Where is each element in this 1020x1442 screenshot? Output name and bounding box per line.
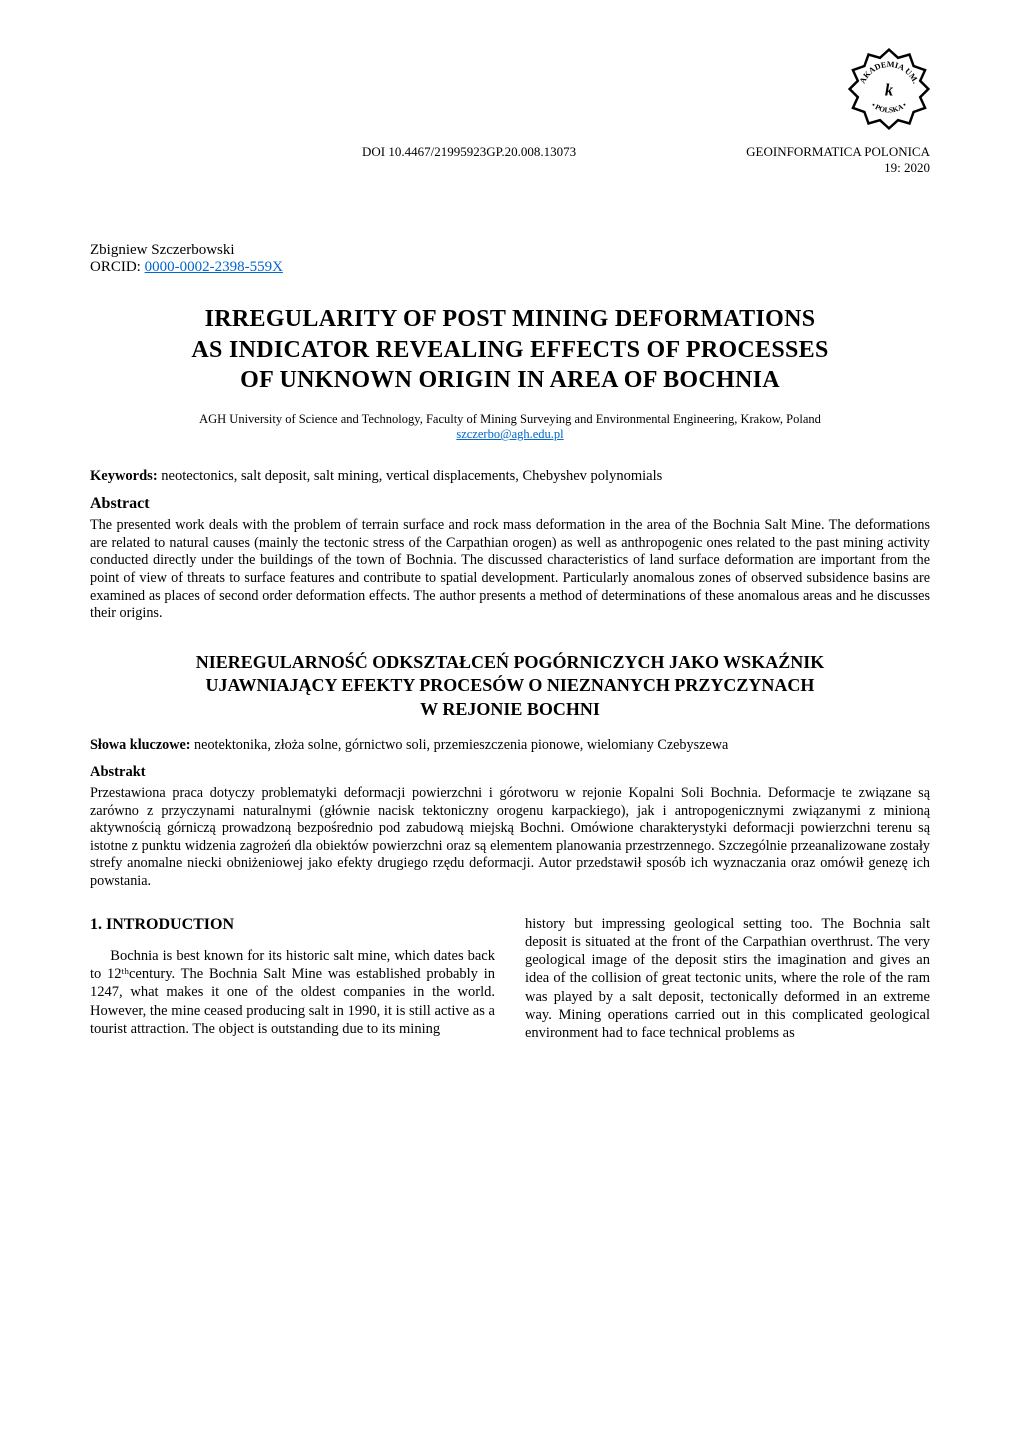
intro-columns: 1. INTRODUCTION Bochnia is best known fo… — [90, 915, 930, 1043]
publisher-seal-icon: AKADEMIA UM. • POLSKA • k — [848, 48, 930, 130]
orcid-link[interactable]: 0000-0002-2398-559X — [145, 259, 283, 275]
author-block: Zbigniew Szczerbowski ORCID: 0000-0002-2… — [90, 242, 930, 276]
author-name: Zbigniew Szczerbowski — [90, 242, 930, 259]
header: AKADEMIA UM. • POLSKA • k DOI 10.4467/21… — [90, 48, 930, 158]
author-orcid: ORCID: 0000-0002-2398-559X — [90, 259, 930, 276]
title-en: IRREGULARITY OF POST MINING DEFORMATIONS… — [90, 304, 930, 396]
volume-year: 19: 2020 — [884, 160, 930, 176]
title-pl-line: W REJONIE BOCHNI — [420, 699, 600, 719]
title-pl-line: NIEREGULARNOŚĆ ODKSZTAŁCEŃ POGÓRNICZYCH … — [196, 652, 824, 672]
keywords-label: Keywords: — [90, 468, 158, 484]
journal-name: GEOINFORMATICA POLONICA — [746, 144, 930, 160]
abstract-en-heading: Abstract — [90, 495, 930, 513]
abstract-pl-body: Przestawiona praca dotyczy problematyki … — [90, 785, 930, 891]
affiliation: AGH University of Science and Technology… — [90, 412, 930, 442]
doi-line: DOI 10.4467/21995923GP.20.008.13073 GEOI… — [90, 144, 930, 176]
abstract-pl-heading: Abstrakt — [90, 764, 930, 781]
abstract-en-body: The presented work deals with the proble… — [90, 517, 930, 623]
author-email-link[interactable]: szczerbo@agh.edu.pl — [456, 427, 563, 441]
intro-col-right: history but impressing geological settin… — [525, 915, 930, 1043]
keywords-pl-text: neotektonika, złoża solne, górnictwo sol… — [191, 737, 729, 753]
doi-text: DOI 10.4467/21995923GP.20.008.13073 — [362, 144, 576, 160]
page: AKADEMIA UM. • POLSKA • k DOI 10.4467/21… — [0, 0, 1020, 1442]
keywords-text: neotectonics, salt deposit, salt mining,… — [158, 468, 663, 484]
title-pl: NIEREGULARNOŚĆ ODKSZTAŁCEŃ POGÓRNICZYCH … — [90, 651, 930, 721]
svg-text:k: k — [885, 81, 894, 100]
intro-col-left: 1. INTRODUCTION Bochnia is best known fo… — [90, 915, 495, 1043]
orcid-label: ORCID: — [90, 259, 145, 275]
title-pl-line: UJAWNIAJĄCY EFEKTY PROCESÓW O NIEZNANYCH… — [206, 675, 815, 695]
affiliation-text: AGH University of Science and Technology… — [199, 412, 821, 426]
title-line: AS INDICATOR REVEALING EFFECTS OF PROCES… — [191, 337, 828, 363]
keywords-pl: Słowa kluczowe: neotektonika, złoża soln… — [90, 737, 930, 754]
intro-text-right: history but impressing geological settin… — [525, 915, 930, 1043]
keywords-en: Keywords: neotectonics, salt deposit, sa… — [90, 468, 930, 485]
intro-heading: 1. INTRODUCTION — [90, 915, 495, 935]
title-line: IRREGULARITY OF POST MINING DEFORMATIONS — [205, 306, 816, 332]
keywords-pl-label: Słowa kluczowe: — [90, 737, 191, 753]
intro-text-left: Bochnia is best known for its historic s… — [90, 947, 495, 1038]
title-line: OF UNKNOWN ORIGIN IN AREA OF BOCHNIA — [240, 367, 780, 393]
